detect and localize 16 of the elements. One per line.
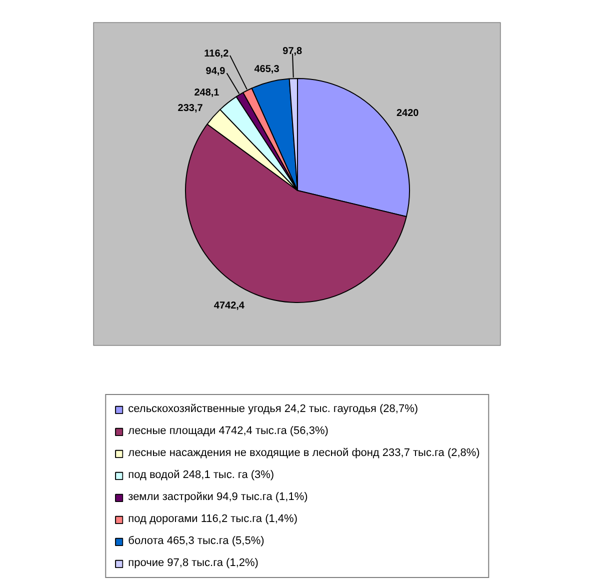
legend-label: сельскохозяйственные угодья 24,2 тыс. гаугодья (28,7%)	[128, 403, 418, 415]
legend-label: болота 465,3 тыс.га (5,5%)	[128, 535, 264, 547]
data-label: 116,2	[204, 48, 230, 60]
legend-label: земли застройки 94,9 тыс.га (1,1%)	[128, 491, 308, 503]
data-label: 2420	[396, 108, 420, 119]
data-label: 4742,4	[214, 300, 245, 312]
data-label: 233,7	[178, 102, 204, 114]
legend-label: лесные насаждения не входящие в лесной фонд 233,7 тыс.га (2,8%)	[128, 447, 480, 459]
data-label: 465,3	[254, 64, 280, 75]
data-label: 94,9	[206, 66, 226, 78]
legend-label: лесные площади 4742,4 тыс.га (56,3%)	[128, 425, 328, 437]
legend-label: прочие 97,8 тыс.га (1,2%)	[128, 557, 258, 569]
legend-label: под водой 248,1 тыс. га (3%)	[128, 469, 274, 481]
legend-label: под дорогами 116,2 тыс.га (1,4%)	[128, 513, 298, 525]
data-label: 97,8	[282, 46, 303, 58]
data-label: 248,1	[194, 87, 220, 98]
